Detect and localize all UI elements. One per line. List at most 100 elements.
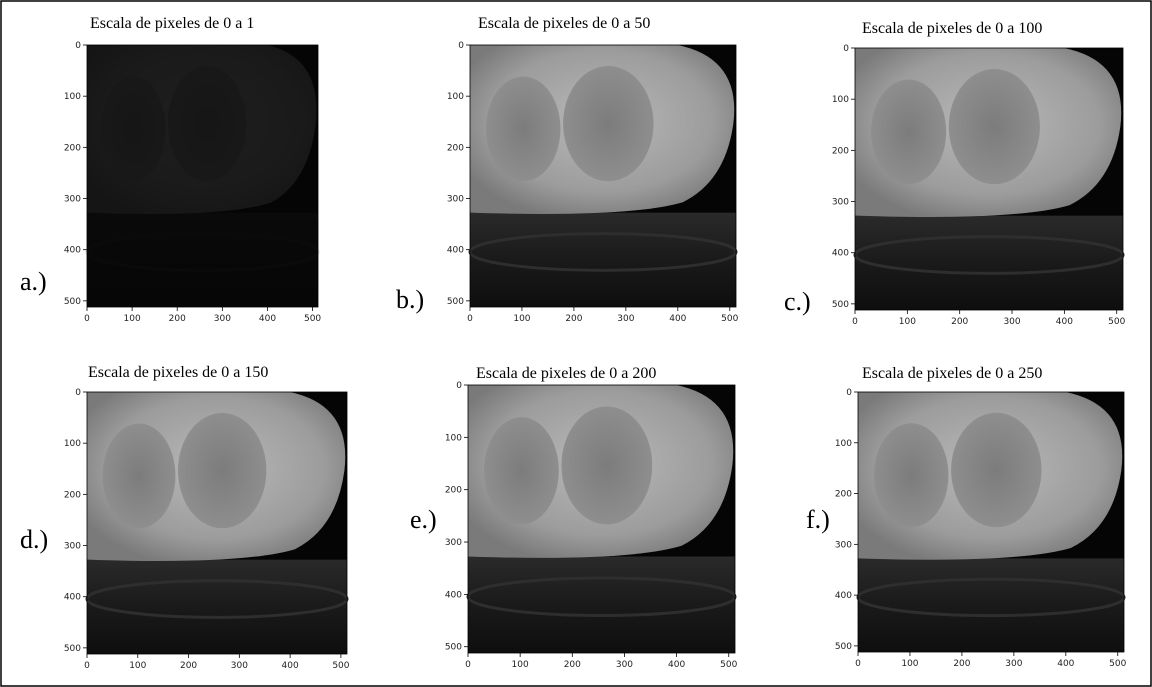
x-tick-label: 0 [855,659,861,669]
y-tick-label: 200 [445,486,462,496]
y-tick-label: 500 [835,642,852,652]
panel-title: Escala de pixeles de 0 a 100 [862,20,1042,37]
x-tick-label: 300 [616,660,633,670]
x-tick-label: 500 [332,661,349,671]
image-lobe [871,79,946,184]
panel-label: e.) [410,505,437,534]
panel-label: f.) [806,505,830,534]
x-tick-label: 300 [214,314,231,324]
x-tick-label: 400 [282,661,299,671]
x-tick-label: 500 [304,314,321,324]
x-tick-label: 0 [467,314,473,324]
x-tick-label: 0 [84,661,90,671]
y-tick-label: 100 [832,95,849,105]
image-floor [855,216,1123,310]
x-tick-label: 0 [84,314,90,324]
y-tick-label: 200 [64,143,81,153]
image-lobe [874,423,948,527]
x-tick-label: 100 [129,661,146,671]
image [87,392,347,654]
panel-label: a.) [20,267,47,296]
y-tick-label: 200 [64,490,81,500]
panel: Escala de pixeles de 0 a 100 c.) 0 100 200 30… [784,20,1126,327]
panel-title: Escala de pixeles de 0 a 250 [862,365,1042,382]
x-tick-label: 200 [565,314,582,324]
x-tick-label: 0 [852,317,858,327]
image-floor [468,557,735,653]
y-tick-label: 300 [445,538,462,548]
image-content [87,45,318,307]
y-tick-label: 500 [64,644,81,654]
y-tick-label: 100 [835,439,852,449]
x-tick-label: 300 [1003,317,1020,327]
y-tick-label: 200 [832,146,849,156]
image-lobe [168,66,247,181]
panel-label: b.) [396,285,424,314]
image [470,45,736,307]
x-tick-label: 500 [720,660,737,670]
y-tick-label: 100 [64,439,81,449]
image-content [468,385,735,653]
y-tick-label: 0 [75,388,81,398]
y-tick-label: 500 [447,297,464,307]
image-lobe [561,406,652,524]
y-tick-label: 0 [458,41,464,51]
image-floor [87,560,347,654]
y-tick-label: 200 [835,490,852,500]
y-tick-label: 500 [832,300,849,310]
image-floor [470,213,736,307]
y-tick-label: 500 [445,643,462,653]
image-lobe [949,69,1040,184]
y-tick-label: 400 [832,249,849,259]
x-tick-label: 400 [1057,659,1074,669]
x-tick-label: 200 [169,314,186,324]
y-tick-label: 400 [445,590,462,600]
image-lobe [484,417,559,524]
x-tick-label: 400 [669,314,686,324]
x-tick-label: 200 [951,317,968,327]
y-tick-label: 300 [64,195,81,205]
x-tick-label: 500 [721,314,738,324]
image-lobe [951,413,1041,527]
panel-label: c.) [784,287,811,316]
y-tick-label: 400 [64,593,81,603]
image-floor [858,558,1124,652]
x-tick-label: 300 [231,661,248,671]
y-tick-label: 200 [447,143,464,153]
x-tick-label: 100 [512,660,529,670]
y-tick-label: 300 [835,540,852,550]
y-tick-label: 0 [75,41,81,51]
y-tick-label: 300 [832,198,849,208]
y-tick-label: 300 [447,195,464,205]
image-content [855,48,1123,310]
y-tick-label: 400 [447,246,464,256]
x-tick-label: 100 [899,317,916,327]
image-content [87,392,347,654]
figure: Escala de pixeles de 0 a 1 a.) 0 100 200 300 4… [0,0,1152,687]
x-tick-label: 200 [564,660,581,670]
panel-title: Escala de pixeles de 0 a 1 [90,15,254,32]
x-tick-label: 200 [180,661,197,671]
x-tick-label: 300 [1005,659,1022,669]
y-tick-label: 0 [846,388,852,398]
y-tick-label: 400 [64,246,81,256]
x-tick-label: 100 [901,659,918,669]
panel-title: Escala de pixeles de 0 a 150 [88,364,268,381]
x-tick-label: 200 [953,659,970,669]
panel-title: Escala de pixeles de 0 a 50 [478,15,650,32]
image-lobe [103,423,176,528]
panel-label: d.) [20,525,48,554]
y-tick-label: 500 [64,297,81,307]
image-content [858,392,1124,652]
image-lobe [486,76,560,181]
image [855,48,1123,310]
image-floor [87,213,318,307]
y-tick-label: 400 [835,591,852,601]
panel-title: Escala de pixeles de 0 a 200 [476,365,656,382]
panel: Escala de pixeles de 0 a 150 d.) 0 100 200 30… [20,364,350,671]
y-tick-label: 0 [843,44,849,54]
image [468,385,735,653]
